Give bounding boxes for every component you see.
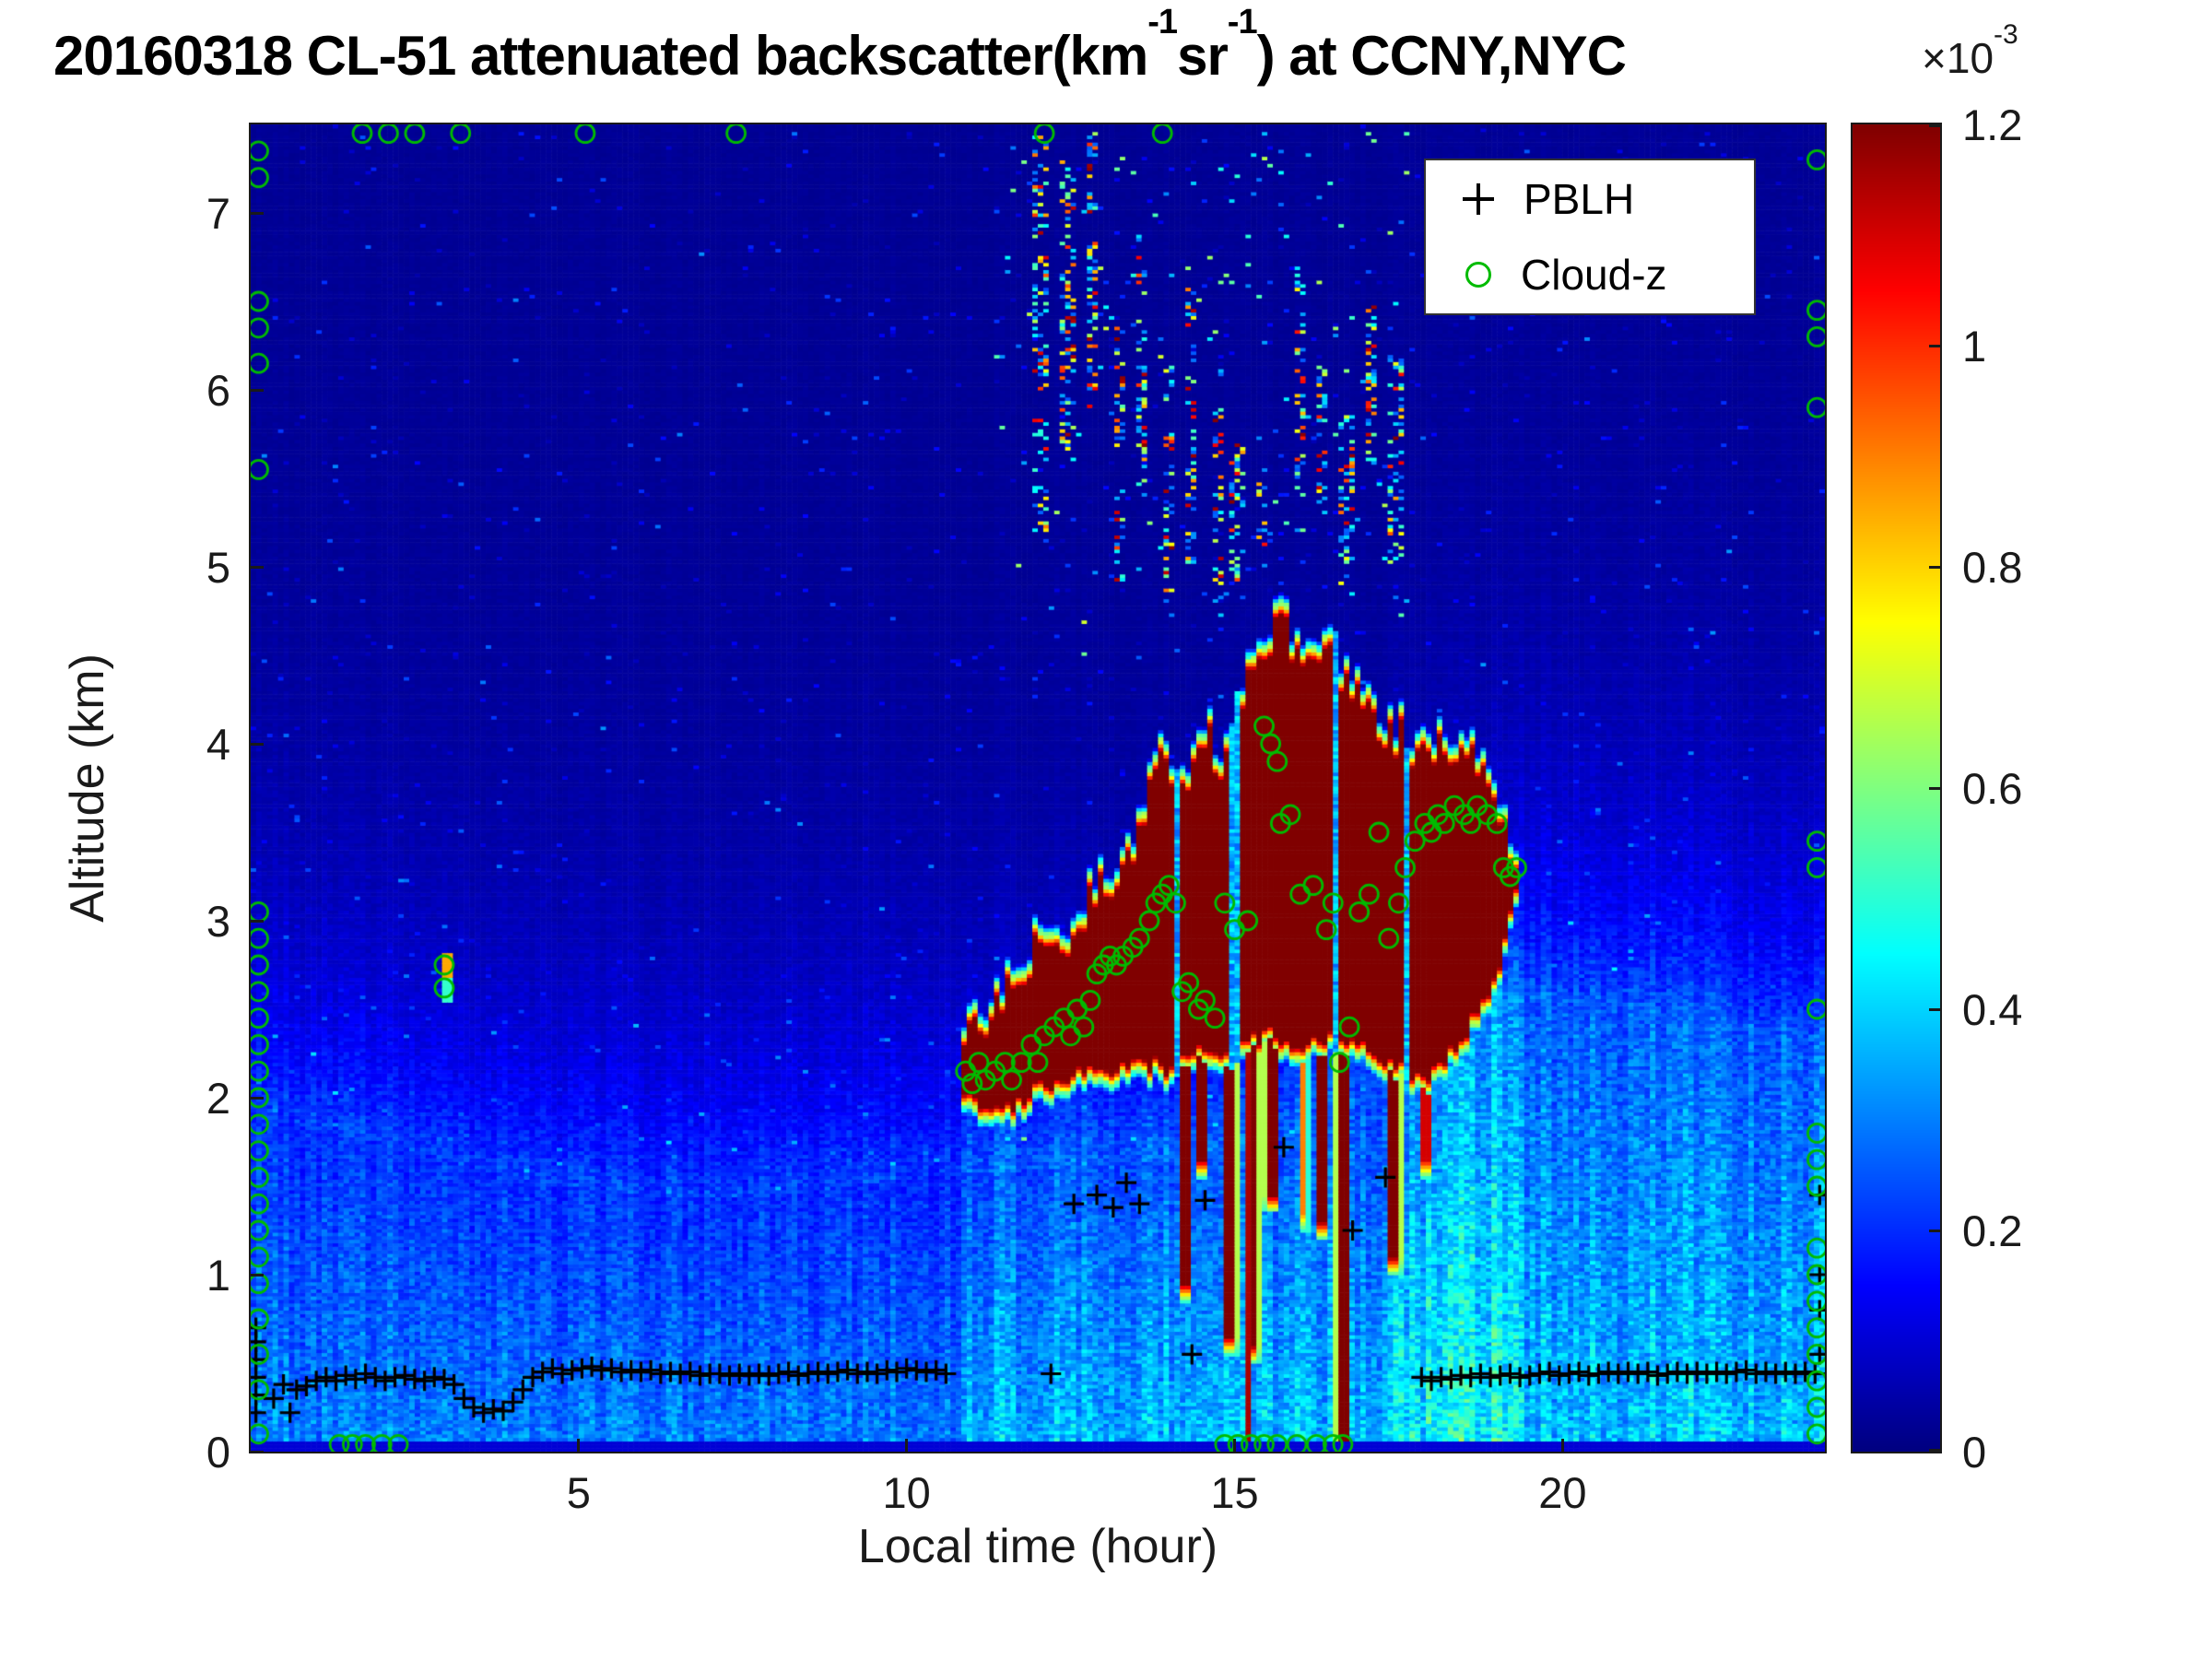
x-tick-mark	[905, 1439, 909, 1452]
colorbar-tick-mark	[1929, 1229, 1940, 1232]
y-tick-mark	[251, 1096, 264, 1100]
y-axis-label: Altitude (km)	[61, 653, 114, 923]
colorbar-tick-label: 0.4	[1962, 985, 2023, 1034]
colorbar-tick-label: 1	[1962, 322, 1987, 371]
colorbar-tick-label: 1.2	[1962, 100, 2023, 149]
y-tick-label: 7	[206, 189, 230, 238]
colorbar-tick-label: 0	[1962, 1428, 1987, 1477]
x-tick-label: 10	[882, 1468, 931, 1517]
legend: PBLH Cloud-z	[1424, 159, 1756, 315]
x-tick-label: 20	[1538, 1468, 1587, 1517]
colorbar-tick-label: 0.6	[1962, 764, 2023, 813]
colorbar-tick-mark	[1929, 1449, 1940, 1452]
legend-label: Cloud-z	[1521, 251, 1667, 299]
y-tick-label: 0	[206, 1428, 230, 1477]
y-tick-mark	[251, 919, 264, 923]
y-tick-label: 5	[206, 543, 230, 592]
x-tick-mark	[1560, 1439, 1564, 1452]
colorbar-tick-mark	[1929, 124, 1940, 127]
title-mid: sr	[1177, 25, 1229, 87]
colorbar-tick-label: 0.8	[1962, 543, 2023, 592]
colorbar-multiplier-exponent: -3	[1994, 18, 2018, 50]
title-superscript-2: -1	[1227, 3, 1258, 41]
legend-row: PBLH	[1426, 161, 1754, 237]
colorbar-tick-mark	[1929, 565, 1940, 569]
title-prefix: 20160318 CL-51 attenuated backscatter(km	[53, 25, 1148, 87]
plot-area: PBLH Cloud-z	[249, 123, 1827, 1453]
colorbar-multiplier-base: ×10	[1922, 34, 1994, 82]
colorbar-tick-mark	[1929, 786, 1940, 790]
y-tick-mark	[251, 1450, 264, 1453]
circle-marker-icon	[1465, 262, 1491, 288]
colorbar	[1851, 123, 1942, 1453]
legend-label: PBLH	[1524, 175, 1635, 223]
y-tick-mark	[251, 742, 264, 746]
colorbar-tick-label: 0.2	[1962, 1206, 2023, 1255]
y-tick-label: 2	[206, 1074, 230, 1123]
x-tick-mark	[577, 1439, 581, 1452]
x-tick-mark	[1233, 1439, 1236, 1452]
x-tick-label: 5	[566, 1468, 591, 1517]
title-superscript-1: -1	[1147, 3, 1178, 41]
y-tick-mark	[251, 388, 264, 392]
y-tick-mark	[251, 1273, 264, 1277]
plus-marker-icon	[1463, 183, 1494, 215]
x-tick-label: 15	[1210, 1468, 1259, 1517]
y-tick-label: 6	[206, 366, 230, 415]
y-tick-mark	[251, 565, 264, 569]
y-tick-label: 1	[206, 1251, 230, 1300]
colorbar-tick-mark	[1929, 344, 1940, 347]
legend-row: Cloud-z	[1426, 237, 1754, 312]
y-tick-label: 3	[206, 897, 230, 946]
colorbar-canvas	[1853, 124, 1940, 1452]
x-axis-label: Local time (hour)	[857, 1520, 1218, 1573]
y-tick-mark	[251, 211, 264, 215]
y-tick-label: 4	[206, 720, 230, 769]
colorbar-tick-mark	[1929, 1007, 1940, 1011]
heatmap-canvas	[251, 124, 1825, 1452]
title-suffix: ) at CCNY,NYC	[1256, 25, 1627, 87]
chart-title: 20160318 CL-51 attenuated backscatter(km…	[53, 3, 1627, 88]
colorbar-multiplier: ×10-3	[1922, 19, 2018, 83]
